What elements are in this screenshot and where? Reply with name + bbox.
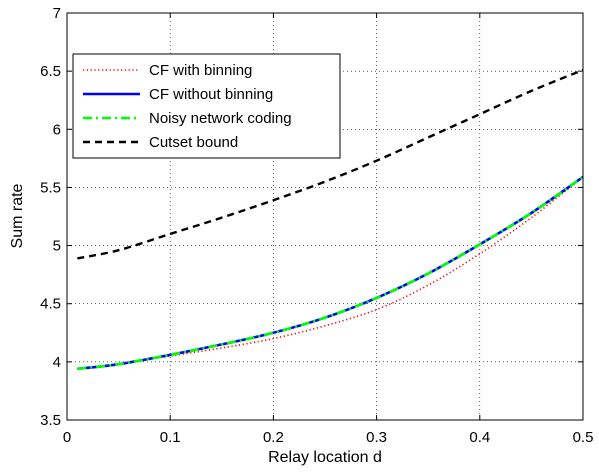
x-tick-label: 0.3 — [366, 429, 387, 446]
series-line-cutset-bound — [77, 68, 584, 260]
legend-label: Cutset bound — [149, 134, 238, 151]
legend-label: CF without binning — [149, 86, 273, 103]
y-tick-label: 6.5 — [40, 63, 61, 80]
legend-box — [72, 53, 341, 159]
y-tick-label: 5 — [53, 238, 61, 255]
series-group — [77, 68, 584, 371]
x-tick-label: 0.1 — [160, 429, 181, 446]
series-line-cf-with-binning — [77, 176, 584, 370]
plot-frame — [66, 12, 584, 421]
legend: CF with binning CF without binning Noisy n… — [72, 53, 341, 159]
y-tick-label: 6 — [53, 121, 61, 138]
y-tick-label: 7 — [53, 5, 61, 22]
y-tick-label: 4.5 — [40, 296, 61, 313]
x-axis-label: Relay location d — [268, 449, 382, 466]
x-tick-label: 0.5 — [573, 429, 594, 446]
series-line-noisy-network-coding — [77, 175, 584, 371]
y-tick-label: 3.5 — [40, 412, 61, 429]
legend-label: CF with binning — [149, 62, 252, 79]
x-tick-label: 0 — [63, 429, 71, 446]
axis-ticks: 0 0.1 0.2 0.3 0.4 0.5 3.5 4 4.5 5 5.5 6 6.5 7 — [40, 5, 593, 446]
x-tick-label: 0.4 — [469, 429, 490, 446]
legend-label: Noisy network coding — [149, 110, 292, 127]
y-axis-label: Sum rate — [9, 183, 26, 248]
x-tick-label: 0.2 — [263, 429, 284, 446]
y-tick-label: 5.5 — [40, 179, 61, 196]
y-tick-label: 4 — [53, 354, 61, 371]
